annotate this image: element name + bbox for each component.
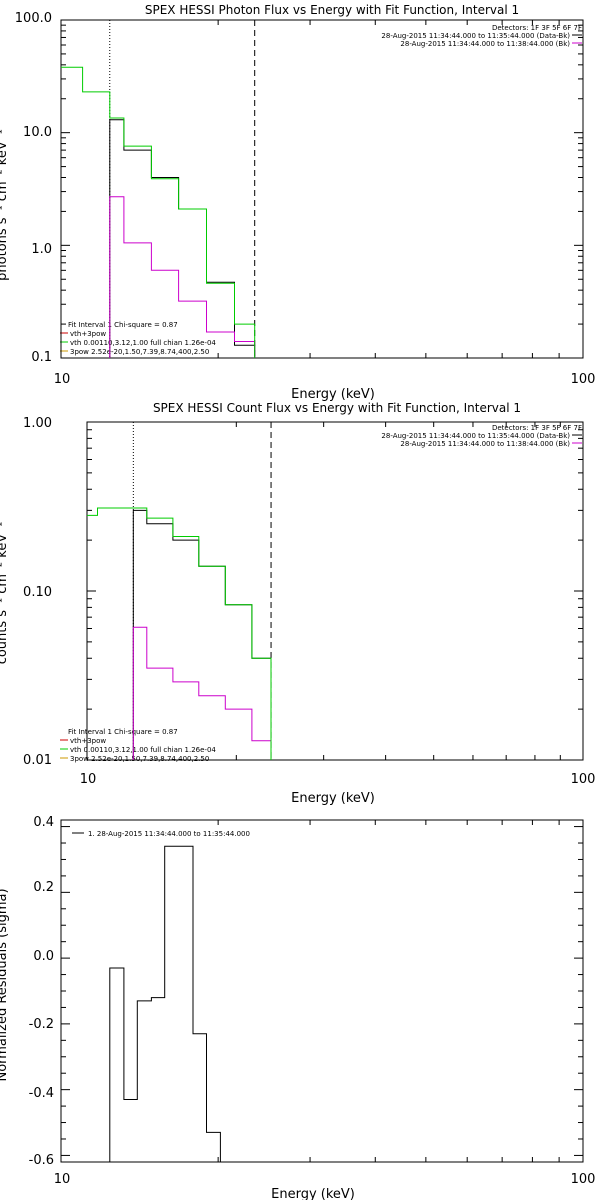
residuals-plot-area <box>60 819 584 1163</box>
residuals-y-tick-4: -0.4 <box>29 1086 54 1101</box>
photon-plot-area <box>60 19 584 359</box>
residuals-axes-frame <box>60 819 584 1163</box>
photon-axes-frame <box>60 19 584 359</box>
residuals-y-tick-5: -0.6 <box>29 1153 54 1168</box>
count-series-bk-line <box>132 626 272 760</box>
residuals-y-tick-1: 0.2 <box>33 880 54 895</box>
panel-count-flux: SPEX HESSI Count Flux vs Energy with Fit… <box>0 401 595 806</box>
residuals-legend-text: 1. 28-Aug-2015 11:34:44.000 to 11:35:44.… <box>88 830 250 838</box>
count-info-detectors: Detectors: 1F 3F 5F 6F 7F <box>492 424 582 432</box>
photon-fit-3pow-text: 3pow 2.52e-20,1.50,7.39,8.74,400,2.50 <box>70 348 209 356</box>
count-fit-interval-text: Fit Interval 1 Chi-square = 0.87 <box>68 728 178 736</box>
residuals-y-tick-2: 0.0 <box>33 949 54 964</box>
residuals-y-tick-3: -0.2 <box>29 1017 54 1032</box>
count-x-axis-label: Energy (keV) <box>291 791 375 806</box>
residuals-y-axis-label: Normalized Residuals (sigma) <box>0 888 10 1081</box>
photon-x-axis-label: Energy (keV) <box>291 387 375 402</box>
photon-y-tick-2: 10.0 <box>23 125 52 140</box>
count-series-vth-3pow-line <box>87 507 272 760</box>
photon-x-tick-100: 100 <box>571 372 596 387</box>
count-series-data-bk-line <box>132 509 272 760</box>
photon-x-tick-10: 10 <box>54 372 71 387</box>
photon-fit-interval-text: Fit Interval 1 Chi-square = 0.87 <box>68 321 178 329</box>
count-axes-frame <box>86 421 584 761</box>
count-info-bk-interval: 28-Aug-2015 11:34:44.000 to 11:38:44.000… <box>400 440 570 448</box>
photon-y-tick-0: 0.1 <box>31 350 52 365</box>
residuals-x-axis-label: Energy (keV) <box>271 1187 355 1200</box>
photon-info-bk-interval: 28-Aug-2015 11:34:44.000 to 11:38:44.000… <box>400 40 570 48</box>
count-y-tick-0: 0.01 <box>23 753 52 768</box>
photon-fit-model-text: vth+3pow <box>70 330 106 338</box>
count-x-tick-100: 100 <box>571 772 596 787</box>
panel-residuals: Normalized Residuals (sigma) Energy (keV… <box>0 815 595 1200</box>
count-fit-vth-text: vth 0.00110,3.12,1.00 full chian 1.26e-0… <box>70 746 216 754</box>
panel-photon-flux: SPEX HESSI Photon Flux vs Energy with Fi… <box>0 3 595 402</box>
photon-y-tick-1: 1.0 <box>31 242 52 257</box>
residuals-x-tick-100: 100 <box>571 1172 596 1187</box>
photon-fit-vth-text: vth 0.00110,3.12,1.00 full chian 1.26e-0… <box>70 339 216 347</box>
count-y-tick-1: 0.10 <box>23 585 52 600</box>
count-chart-title: SPEX HESSI Count Flux vs Energy with Fit… <box>153 401 521 415</box>
count-y-tick-2: 1.00 <box>23 416 52 431</box>
count-y-axis-label: counts s⁻¹ cm⁻² keV⁻¹ <box>0 522 10 665</box>
residuals-x-tick-10: 10 <box>54 1172 71 1187</box>
residuals-y-tick-0: 0.4 <box>33 815 54 830</box>
count-info-data-interval: 28-Aug-2015 11:34:44.000 to 11:35:44.000… <box>381 432 570 440</box>
photon-series-bk-line <box>109 196 256 358</box>
residuals-series-1-28-aug-2015-11-34-44-000-to-11-35-44-000-line <box>109 845 221 1162</box>
photon-info-data-interval: 28-Aug-2015 11:34:44.000 to 11:35:44.000… <box>381 32 570 40</box>
count-x-tick-10: 10 <box>80 772 97 787</box>
photon-series-vth-3pow-line <box>61 66 256 358</box>
count-plot-area <box>86 421 584 761</box>
photon-chart-title: SPEX HESSI Photon Flux vs Energy with Fi… <box>145 3 519 17</box>
photon-y-axis-label: photons s⁻¹ cm⁻² keV⁻¹ <box>0 129 10 281</box>
count-fit-model-text: vth+3pow <box>70 737 106 745</box>
count-fit-3pow-text: 3pow 2.52e-20,1.50,7.39,8.74,400,2.50 <box>70 755 209 763</box>
photon-info-detectors: Detectors: 1F 3F 5F 6F 7F <box>492 24 582 32</box>
photon-y-tick-3: 100.0 <box>15 11 52 26</box>
